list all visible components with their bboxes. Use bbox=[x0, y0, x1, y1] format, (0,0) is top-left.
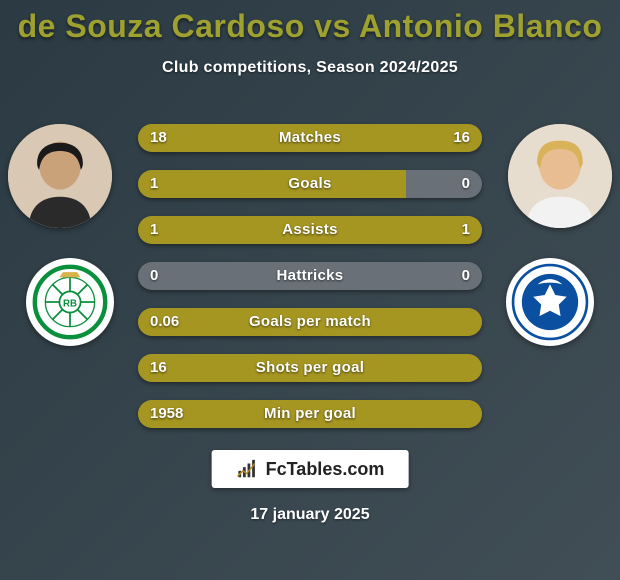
stat-label: Assists bbox=[138, 216, 482, 244]
date-text: 17 january 2025 bbox=[0, 506, 620, 524]
stat-label: Shots per goal bbox=[138, 354, 482, 382]
stat-bar: 10Goals bbox=[138, 170, 482, 198]
person-icon bbox=[8, 124, 112, 228]
comparison-card: de Souza Cardoso vs Antonio Blanco Club … bbox=[0, 0, 620, 580]
crest-icon bbox=[506, 258, 594, 346]
svg-text:RB: RB bbox=[63, 298, 77, 309]
player-left-avatar bbox=[8, 124, 112, 228]
stat-label: Hattricks bbox=[138, 262, 482, 290]
stat-bar: 16Shots per goal bbox=[138, 354, 482, 382]
watermark-text: FcTables.com bbox=[266, 459, 385, 480]
page-title: de Souza Cardoso vs Antonio Blanco bbox=[0, 8, 620, 45]
title-joiner: vs bbox=[314, 8, 351, 44]
chart-icon bbox=[236, 458, 258, 480]
stat-bar: 00Hattricks bbox=[138, 262, 482, 290]
stat-label: Min per goal bbox=[138, 400, 482, 428]
player-right-name: Antonio Blanco bbox=[359, 8, 602, 44]
club-right-crest bbox=[506, 258, 594, 346]
stat-bar: 11Assists bbox=[138, 216, 482, 244]
club-left-crest: RB bbox=[26, 258, 114, 346]
stat-label: Matches bbox=[138, 124, 482, 152]
stat-label: Goals per match bbox=[138, 308, 482, 336]
player-left-name: de Souza Cardoso bbox=[18, 8, 305, 44]
subtitle: Club competitions, Season 2024/2025 bbox=[0, 59, 620, 77]
stat-bar: 1816Matches bbox=[138, 124, 482, 152]
watermark: FcTables.com bbox=[212, 450, 409, 488]
person-icon bbox=[508, 124, 612, 228]
player-right-avatar bbox=[508, 124, 612, 228]
crest-icon: RB bbox=[26, 258, 114, 346]
stat-bar: 0.06Goals per match bbox=[138, 308, 482, 336]
stat-label: Goals bbox=[138, 170, 482, 198]
stats-list: 1816Matches 10Goals 11Assists 00Hattricks 0.… bbox=[138, 124, 482, 428]
stat-bar: 1958Min per goal bbox=[138, 400, 482, 428]
